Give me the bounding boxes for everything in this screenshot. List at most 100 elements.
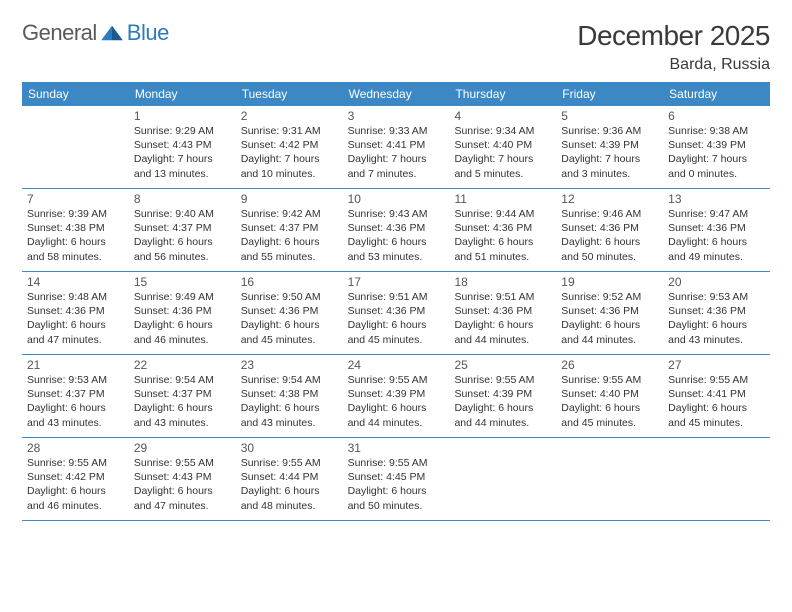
- calendar-grid: SundayMondayTuesdayWednesdayThursdayFrid…: [22, 82, 770, 521]
- logo-text-2: Blue: [127, 20, 169, 46]
- day-cell-empty: [663, 438, 770, 520]
- day-header: Saturday: [663, 82, 770, 106]
- day-details: Sunrise: 9:53 AMSunset: 4:36 PMDaylight:…: [668, 290, 765, 347]
- day-cell: 8Sunrise: 9:40 AMSunset: 4:37 PMDaylight…: [129, 189, 236, 271]
- day-number: 2: [241, 109, 338, 123]
- header: General Blue December 2025 Barda, Russia: [22, 20, 770, 74]
- day-number: 10: [348, 192, 445, 206]
- day-details: Sunrise: 9:43 AMSunset: 4:36 PMDaylight:…: [348, 207, 445, 264]
- logo: General Blue: [22, 20, 169, 46]
- day-details: Sunrise: 9:39 AMSunset: 4:38 PMDaylight:…: [27, 207, 124, 264]
- day-cell: 14Sunrise: 9:48 AMSunset: 4:36 PMDayligh…: [22, 272, 129, 354]
- logo-text-1: General: [22, 20, 97, 46]
- day-details: Sunrise: 9:51 AMSunset: 4:36 PMDaylight:…: [454, 290, 551, 347]
- day-cell: 22Sunrise: 9:54 AMSunset: 4:37 PMDayligh…: [129, 355, 236, 437]
- day-number: 24: [348, 358, 445, 372]
- day-number: 29: [134, 441, 231, 455]
- day-cell: 15Sunrise: 9:49 AMSunset: 4:36 PMDayligh…: [129, 272, 236, 354]
- location: Barda, Russia: [577, 56, 770, 74]
- day-cell: 31Sunrise: 9:55 AMSunset: 4:45 PMDayligh…: [343, 438, 450, 520]
- day-number: 22: [134, 358, 231, 372]
- day-cell: 6Sunrise: 9:38 AMSunset: 4:39 PMDaylight…: [663, 106, 770, 188]
- day-details: Sunrise: 9:55 AMSunset: 4:39 PMDaylight:…: [348, 373, 445, 430]
- day-cell: 18Sunrise: 9:51 AMSunset: 4:36 PMDayligh…: [449, 272, 556, 354]
- day-details: Sunrise: 9:38 AMSunset: 4:39 PMDaylight:…: [668, 124, 765, 181]
- day-number: 28: [27, 441, 124, 455]
- day-header-row: SundayMondayTuesdayWednesdayThursdayFrid…: [22, 82, 770, 106]
- day-cell: 30Sunrise: 9:55 AMSunset: 4:44 PMDayligh…: [236, 438, 343, 520]
- day-cell: 26Sunrise: 9:55 AMSunset: 4:40 PMDayligh…: [556, 355, 663, 437]
- day-details: Sunrise: 9:55 AMSunset: 4:40 PMDaylight:…: [561, 373, 658, 430]
- day-details: Sunrise: 9:55 AMSunset: 4:42 PMDaylight:…: [27, 456, 124, 513]
- day-number: 27: [668, 358, 765, 372]
- day-number: 3: [348, 109, 445, 123]
- day-details: Sunrise: 9:42 AMSunset: 4:37 PMDaylight:…: [241, 207, 338, 264]
- day-details: Sunrise: 9:29 AMSunset: 4:43 PMDaylight:…: [134, 124, 231, 181]
- week-row: 28Sunrise: 9:55 AMSunset: 4:42 PMDayligh…: [22, 438, 770, 521]
- day-cell: 5Sunrise: 9:36 AMSunset: 4:39 PMDaylight…: [556, 106, 663, 188]
- day-cell: 23Sunrise: 9:54 AMSunset: 4:38 PMDayligh…: [236, 355, 343, 437]
- day-details: Sunrise: 9:55 AMSunset: 4:41 PMDaylight:…: [668, 373, 765, 430]
- day-cell: 28Sunrise: 9:55 AMSunset: 4:42 PMDayligh…: [22, 438, 129, 520]
- day-cell: 17Sunrise: 9:51 AMSunset: 4:36 PMDayligh…: [343, 272, 450, 354]
- day-number: 14: [27, 275, 124, 289]
- day-header: Tuesday: [236, 82, 343, 106]
- day-number: 20: [668, 275, 765, 289]
- day-cell: 21Sunrise: 9:53 AMSunset: 4:37 PMDayligh…: [22, 355, 129, 437]
- day-details: Sunrise: 9:52 AMSunset: 4:36 PMDaylight:…: [561, 290, 658, 347]
- day-number: 12: [561, 192, 658, 206]
- week-row: 14Sunrise: 9:48 AMSunset: 4:36 PMDayligh…: [22, 272, 770, 355]
- day-details: Sunrise: 9:51 AMSunset: 4:36 PMDaylight:…: [348, 290, 445, 347]
- day-cell-empty: [22, 106, 129, 188]
- day-cell: 4Sunrise: 9:34 AMSunset: 4:40 PMDaylight…: [449, 106, 556, 188]
- month-title: December 2025: [577, 20, 770, 52]
- day-number: 21: [27, 358, 124, 372]
- day-details: Sunrise: 9:31 AMSunset: 4:42 PMDaylight:…: [241, 124, 338, 181]
- day-cell: 29Sunrise: 9:55 AMSunset: 4:43 PMDayligh…: [129, 438, 236, 520]
- day-number: 31: [348, 441, 445, 455]
- day-header: Sunday: [22, 82, 129, 106]
- day-number: 16: [241, 275, 338, 289]
- day-cell: 25Sunrise: 9:55 AMSunset: 4:39 PMDayligh…: [449, 355, 556, 437]
- day-number: 8: [134, 192, 231, 206]
- day-cell-empty: [556, 438, 663, 520]
- day-details: Sunrise: 9:48 AMSunset: 4:36 PMDaylight:…: [27, 290, 124, 347]
- weeks-container: 1Sunrise: 9:29 AMSunset: 4:43 PMDaylight…: [22, 106, 770, 521]
- day-number: 23: [241, 358, 338, 372]
- day-details: Sunrise: 9:33 AMSunset: 4:41 PMDaylight:…: [348, 124, 445, 181]
- day-cell: 1Sunrise: 9:29 AMSunset: 4:43 PMDaylight…: [129, 106, 236, 188]
- day-number: 4: [454, 109, 551, 123]
- week-row: 7Sunrise: 9:39 AMSunset: 4:38 PMDaylight…: [22, 189, 770, 272]
- day-details: Sunrise: 9:36 AMSunset: 4:39 PMDaylight:…: [561, 124, 658, 181]
- title-block: December 2025 Barda, Russia: [577, 20, 770, 74]
- week-row: 1Sunrise: 9:29 AMSunset: 4:43 PMDaylight…: [22, 106, 770, 189]
- day-number: 13: [668, 192, 765, 206]
- day-cell: 3Sunrise: 9:33 AMSunset: 4:41 PMDaylight…: [343, 106, 450, 188]
- day-cell: 13Sunrise: 9:47 AMSunset: 4:36 PMDayligh…: [663, 189, 770, 271]
- day-header: Monday: [129, 82, 236, 106]
- day-details: Sunrise: 9:46 AMSunset: 4:36 PMDaylight:…: [561, 207, 658, 264]
- day-details: Sunrise: 9:47 AMSunset: 4:36 PMDaylight:…: [668, 207, 765, 264]
- day-header: Wednesday: [343, 82, 450, 106]
- day-details: Sunrise: 9:53 AMSunset: 4:37 PMDaylight:…: [27, 373, 124, 430]
- day-cell: 9Sunrise: 9:42 AMSunset: 4:37 PMDaylight…: [236, 189, 343, 271]
- day-number: 11: [454, 192, 551, 206]
- day-number: 25: [454, 358, 551, 372]
- day-number: 7: [27, 192, 124, 206]
- day-number: 5: [561, 109, 658, 123]
- day-number: 17: [348, 275, 445, 289]
- day-header: Friday: [556, 82, 663, 106]
- day-cell: 27Sunrise: 9:55 AMSunset: 4:41 PMDayligh…: [663, 355, 770, 437]
- day-details: Sunrise: 9:55 AMSunset: 4:44 PMDaylight:…: [241, 456, 338, 513]
- week-row: 21Sunrise: 9:53 AMSunset: 4:37 PMDayligh…: [22, 355, 770, 438]
- day-cell: 2Sunrise: 9:31 AMSunset: 4:42 PMDaylight…: [236, 106, 343, 188]
- day-cell: 24Sunrise: 9:55 AMSunset: 4:39 PMDayligh…: [343, 355, 450, 437]
- day-details: Sunrise: 9:44 AMSunset: 4:36 PMDaylight:…: [454, 207, 551, 264]
- day-details: Sunrise: 9:54 AMSunset: 4:38 PMDaylight:…: [241, 373, 338, 430]
- day-number: 18: [454, 275, 551, 289]
- day-details: Sunrise: 9:55 AMSunset: 4:39 PMDaylight:…: [454, 373, 551, 430]
- day-number: 30: [241, 441, 338, 455]
- day-details: Sunrise: 9:55 AMSunset: 4:43 PMDaylight:…: [134, 456, 231, 513]
- day-details: Sunrise: 9:55 AMSunset: 4:45 PMDaylight:…: [348, 456, 445, 513]
- day-details: Sunrise: 9:34 AMSunset: 4:40 PMDaylight:…: [454, 124, 551, 181]
